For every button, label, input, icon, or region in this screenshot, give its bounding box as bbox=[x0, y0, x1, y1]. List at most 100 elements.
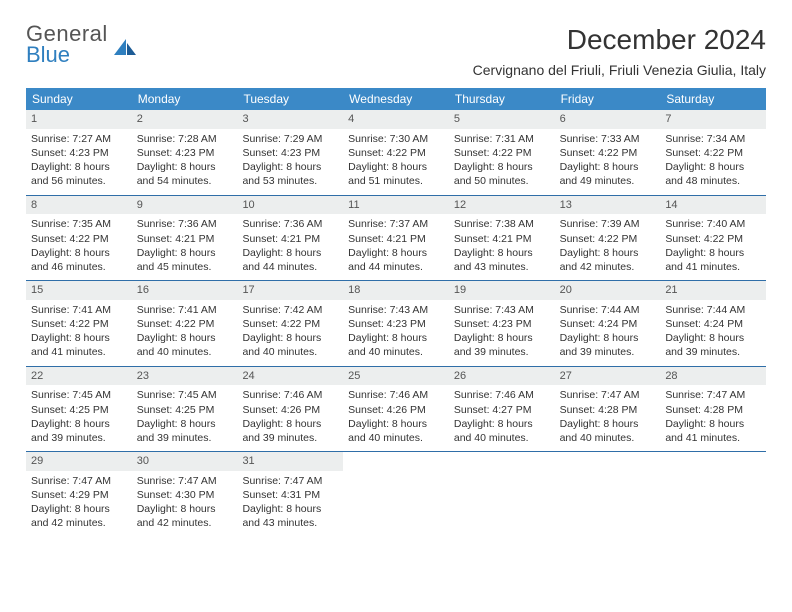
calendar-day-cell: 23Sunrise: 7:45 AMSunset: 4:25 PMDayligh… bbox=[132, 367, 238, 452]
calendar-day-cell: 15Sunrise: 7:41 AMSunset: 4:22 PMDayligh… bbox=[26, 281, 132, 366]
day-number: 11 bbox=[343, 196, 449, 215]
daylight-text-2: and 40 minutes. bbox=[454, 431, 550, 445]
day-number: 10 bbox=[237, 196, 343, 215]
day-details: Sunrise: 7:35 AMSunset: 4:22 PMDaylight:… bbox=[26, 214, 132, 280]
day-number: 18 bbox=[343, 281, 449, 300]
day-details: Sunrise: 7:45 AMSunset: 4:25 PMDaylight:… bbox=[132, 385, 238, 451]
sunset-text: Sunset: 4:22 PM bbox=[454, 146, 550, 160]
calendar-day-cell: 25Sunrise: 7:46 AMSunset: 4:26 PMDayligh… bbox=[343, 367, 449, 452]
calendar-page: General Blue December 2024 Cervignano de… bbox=[0, 0, 792, 561]
daylight-text-1: Daylight: 8 hours bbox=[31, 417, 127, 431]
daylight-text-1: Daylight: 8 hours bbox=[31, 246, 127, 260]
sunset-text: Sunset: 4:23 PM bbox=[242, 146, 338, 160]
daylight-text-2: and 40 minutes. bbox=[348, 431, 444, 445]
day-details: Sunrise: 7:45 AMSunset: 4:25 PMDaylight:… bbox=[26, 385, 132, 451]
calendar-day-cell: 22Sunrise: 7:45 AMSunset: 4:25 PMDayligh… bbox=[26, 367, 132, 452]
daylight-text-1: Daylight: 8 hours bbox=[31, 160, 127, 174]
calendar-day-cell: 20Sunrise: 7:44 AMSunset: 4:24 PMDayligh… bbox=[555, 281, 661, 366]
calendar-day-cell: 4Sunrise: 7:30 AMSunset: 4:22 PMDaylight… bbox=[343, 110, 449, 195]
sunset-text: Sunset: 4:23 PM bbox=[137, 146, 233, 160]
day-details: Sunrise: 7:44 AMSunset: 4:24 PMDaylight:… bbox=[555, 300, 661, 366]
sunset-text: Sunset: 4:29 PM bbox=[31, 488, 127, 502]
calendar-day-cell: 29Sunrise: 7:47 AMSunset: 4:29 PMDayligh… bbox=[26, 452, 132, 537]
weekday-header: Saturday bbox=[660, 88, 766, 110]
sunset-text: Sunset: 4:22 PM bbox=[31, 232, 127, 246]
sunrise-text: Sunrise: 7:30 AM bbox=[348, 132, 444, 146]
weekday-header: Tuesday bbox=[237, 88, 343, 110]
daylight-text-1: Daylight: 8 hours bbox=[137, 246, 233, 260]
calendar-day-cell: 17Sunrise: 7:42 AMSunset: 4:22 PMDayligh… bbox=[237, 281, 343, 366]
day-number: 23 bbox=[132, 367, 238, 386]
weekday-header: Thursday bbox=[449, 88, 555, 110]
daylight-text-2: and 54 minutes. bbox=[137, 174, 233, 188]
calendar-day-cell bbox=[660, 452, 766, 537]
calendar-day-cell: 2Sunrise: 7:28 AMSunset: 4:23 PMDaylight… bbox=[132, 110, 238, 195]
day-details: Sunrise: 7:33 AMSunset: 4:22 PMDaylight:… bbox=[555, 129, 661, 195]
daylight-text-1: Daylight: 8 hours bbox=[137, 160, 233, 174]
sunset-text: Sunset: 4:22 PM bbox=[242, 317, 338, 331]
sunset-text: Sunset: 4:22 PM bbox=[560, 232, 656, 246]
sunrise-text: Sunrise: 7:47 AM bbox=[665, 388, 761, 402]
day-number: 25 bbox=[343, 367, 449, 386]
sunset-text: Sunset: 4:21 PM bbox=[242, 232, 338, 246]
sunrise-text: Sunrise: 7:34 AM bbox=[665, 132, 761, 146]
daylight-text-1: Daylight: 8 hours bbox=[348, 417, 444, 431]
calendar-day-cell: 11Sunrise: 7:37 AMSunset: 4:21 PMDayligh… bbox=[343, 196, 449, 281]
day-details: Sunrise: 7:47 AMSunset: 4:30 PMDaylight:… bbox=[132, 471, 238, 537]
calendar-day-cell: 12Sunrise: 7:38 AMSunset: 4:21 PMDayligh… bbox=[449, 196, 555, 281]
day-details: Sunrise: 7:31 AMSunset: 4:22 PMDaylight:… bbox=[449, 129, 555, 195]
day-details: Sunrise: 7:38 AMSunset: 4:21 PMDaylight:… bbox=[449, 214, 555, 280]
sunrise-text: Sunrise: 7:35 AM bbox=[31, 217, 127, 231]
daylight-text-1: Daylight: 8 hours bbox=[560, 246, 656, 260]
daylight-text-2: and 56 minutes. bbox=[31, 174, 127, 188]
sunrise-text: Sunrise: 7:44 AM bbox=[665, 303, 761, 317]
calendar-day-cell: 3Sunrise: 7:29 AMSunset: 4:23 PMDaylight… bbox=[237, 110, 343, 195]
daylight-text-2: and 44 minutes. bbox=[242, 260, 338, 274]
day-number: 14 bbox=[660, 196, 766, 215]
day-number: 7 bbox=[660, 110, 766, 129]
daylight-text-2: and 39 minutes. bbox=[137, 431, 233, 445]
sunset-text: Sunset: 4:26 PM bbox=[242, 403, 338, 417]
day-number: 27 bbox=[555, 367, 661, 386]
day-details: Sunrise: 7:27 AMSunset: 4:23 PMDaylight:… bbox=[26, 129, 132, 195]
daylight-text-1: Daylight: 8 hours bbox=[31, 502, 127, 516]
daylight-text-2: and 40 minutes. bbox=[242, 345, 338, 359]
daylight-text-2: and 41 minutes. bbox=[31, 345, 127, 359]
sunrise-text: Sunrise: 7:33 AM bbox=[560, 132, 656, 146]
sunset-text: Sunset: 4:28 PM bbox=[665, 403, 761, 417]
brand-logo: General Blue bbox=[26, 24, 138, 66]
daylight-text-1: Daylight: 8 hours bbox=[242, 417, 338, 431]
day-number: 13 bbox=[555, 196, 661, 215]
calendar-week-row: 8Sunrise: 7:35 AMSunset: 4:22 PMDaylight… bbox=[26, 195, 766, 281]
brand-text: General Blue bbox=[26, 24, 108, 66]
daylight-text-1: Daylight: 8 hours bbox=[348, 246, 444, 260]
calendar-day-cell bbox=[343, 452, 449, 537]
sunrise-text: Sunrise: 7:41 AM bbox=[137, 303, 233, 317]
sunrise-text: Sunrise: 7:47 AM bbox=[137, 474, 233, 488]
sunrise-text: Sunrise: 7:46 AM bbox=[242, 388, 338, 402]
day-number: 1 bbox=[26, 110, 132, 129]
calendar-day-cell: 6Sunrise: 7:33 AMSunset: 4:22 PMDaylight… bbox=[555, 110, 661, 195]
daylight-text-1: Daylight: 8 hours bbox=[137, 417, 233, 431]
day-number: 4 bbox=[343, 110, 449, 129]
sunrise-text: Sunrise: 7:39 AM bbox=[560, 217, 656, 231]
daylight-text-2: and 42 minutes. bbox=[31, 516, 127, 530]
calendar-day-cell: 19Sunrise: 7:43 AMSunset: 4:23 PMDayligh… bbox=[449, 281, 555, 366]
daylight-text-2: and 50 minutes. bbox=[454, 174, 550, 188]
daylight-text-1: Daylight: 8 hours bbox=[348, 331, 444, 345]
sunrise-text: Sunrise: 7:29 AM bbox=[242, 132, 338, 146]
sunrise-text: Sunrise: 7:37 AM bbox=[348, 217, 444, 231]
day-number: 19 bbox=[449, 281, 555, 300]
calendar-body: 1Sunrise: 7:27 AMSunset: 4:23 PMDaylight… bbox=[26, 110, 766, 537]
day-details: Sunrise: 7:37 AMSunset: 4:21 PMDaylight:… bbox=[343, 214, 449, 280]
daylight-text-2: and 39 minutes. bbox=[454, 345, 550, 359]
daylight-text-1: Daylight: 8 hours bbox=[242, 331, 338, 345]
sunrise-text: Sunrise: 7:36 AM bbox=[137, 217, 233, 231]
sunrise-text: Sunrise: 7:47 AM bbox=[31, 474, 127, 488]
day-number: 16 bbox=[132, 281, 238, 300]
sunrise-text: Sunrise: 7:31 AM bbox=[454, 132, 550, 146]
day-number: 24 bbox=[237, 367, 343, 386]
sunset-text: Sunset: 4:24 PM bbox=[560, 317, 656, 331]
day-details: Sunrise: 7:36 AMSunset: 4:21 PMDaylight:… bbox=[237, 214, 343, 280]
sunset-text: Sunset: 4:22 PM bbox=[137, 317, 233, 331]
